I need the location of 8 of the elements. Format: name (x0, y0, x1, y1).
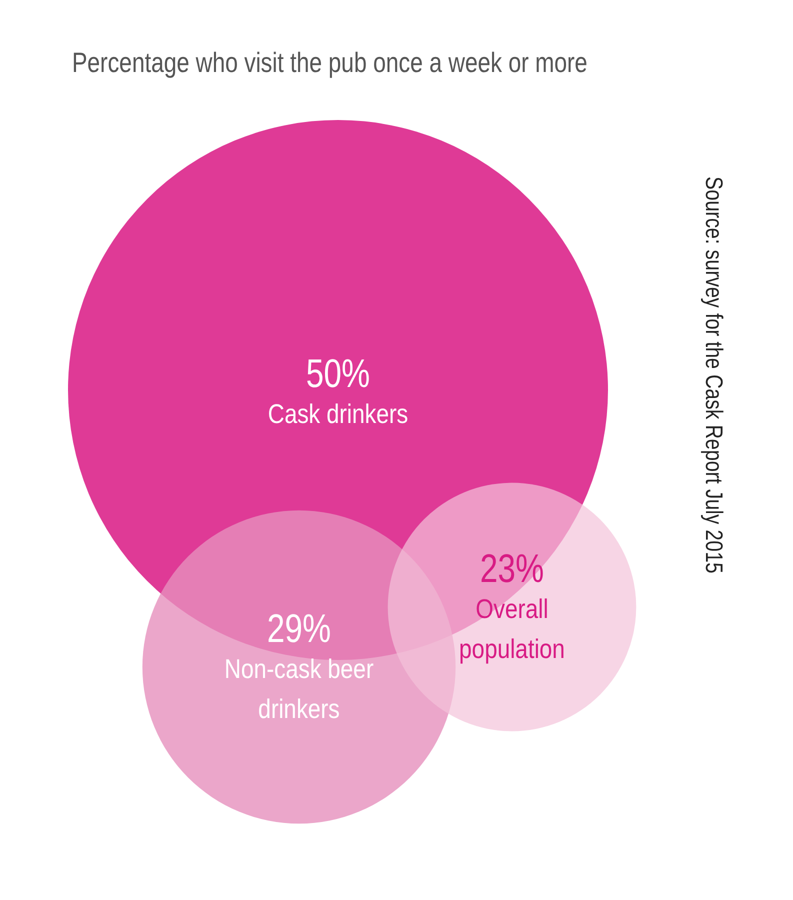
data-label: 29% (266, 606, 332, 651)
category-label: Overall population (459, 594, 565, 664)
text: Percentage who visit the pub once a week or more (72, 48, 588, 79)
source-note: Source: survey for the Cask Report July 2015 (700, 176, 728, 574)
category-label: Cask drinkers (268, 399, 408, 430)
data-label: 50% (306, 350, 370, 396)
data-label: 23% (480, 546, 544, 591)
category-label: Non-cask beer drinkers (224, 654, 374, 724)
